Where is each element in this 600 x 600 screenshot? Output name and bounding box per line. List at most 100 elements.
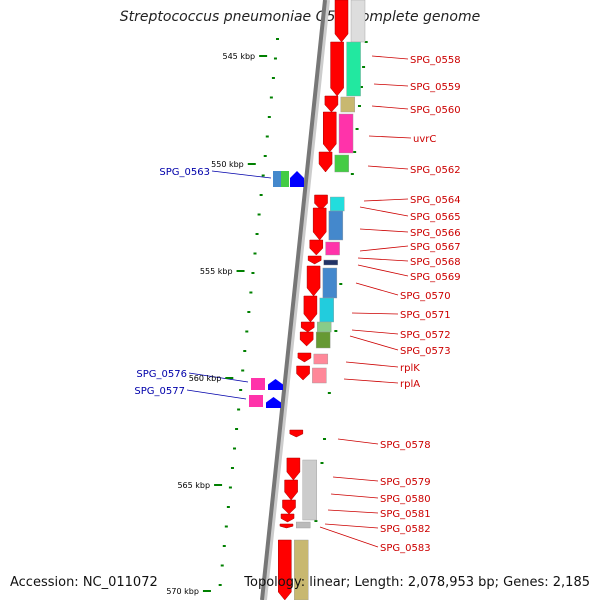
gene-domain-bar — [273, 171, 281, 187]
scale-tick — [202, 590, 211, 592]
gene-domain-bar — [249, 395, 263, 407]
gene-domain-bar — [346, 41, 361, 97]
gene-label-spg_0564[interactable]: SPG_0564 — [410, 195, 461, 206]
gene-label-spg_0560[interactable]: SPG_0560 — [410, 105, 461, 116]
scale-dot — [353, 151, 357, 153]
gene-label-spg_0583[interactable]: SPG_0583 — [380, 543, 431, 554]
gene-arrow-forward — [289, 429, 304, 438]
gene-label-spg_0576[interactable]: SPG_0576 — [136, 369, 187, 380]
gene-arrow-forward — [280, 513, 295, 523]
scale-dot — [226, 506, 230, 508]
gene-domain-bar — [328, 210, 344, 241]
scale-dot — [350, 173, 354, 175]
gene-domain-bar — [325, 241, 340, 256]
gene-leader-line — [357, 257, 409, 262]
gene-arrow-reverse — [266, 397, 281, 408]
gene-label-spg_0563[interactable]: SPG_0563 — [159, 167, 210, 178]
backbone-shadow — [263, 0, 330, 600]
scale-dot — [362, 66, 366, 68]
gene-domain-bar — [338, 113, 354, 154]
scale-dot — [364, 41, 368, 43]
scale-dot — [228, 486, 232, 489]
gene-label-spg_0565[interactable]: SPG_0565 — [410, 212, 461, 223]
gene-arrow-forward — [299, 331, 314, 347]
gene-arrow-forward — [318, 151, 333, 173]
gene-label-spg_0578[interactable]: SPG_0578 — [380, 440, 431, 451]
scale-tick — [259, 55, 268, 57]
gene-label-rplk[interactable]: rplK — [400, 363, 420, 374]
scale-dot — [247, 311, 251, 313]
scale-dot — [334, 330, 338, 332]
scale-dot — [261, 174, 265, 177]
gene-label-spg_0571[interactable]: SPG_0571 — [400, 310, 451, 321]
scale-dot — [222, 545, 226, 547]
scale-tick-label: 550 kbp — [211, 160, 244, 169]
gene-domain-bar — [322, 267, 338, 299]
scale-dot — [269, 96, 273, 99]
gene-domain-bar — [340, 96, 356, 113]
gene-arrow-forward — [309, 239, 324, 256]
gene-label-spg_0572[interactable]: SPG_0572 — [400, 330, 451, 341]
gene-leader-line — [368, 135, 412, 139]
gene-leader-line — [337, 438, 379, 445]
scale-dot — [265, 135, 269, 138]
gene-label-spg_0582[interactable]: SPG_0582 — [380, 524, 431, 535]
gene-arrow-forward — [296, 365, 310, 381]
gene-label-spg_0577[interactable]: SPG_0577 — [134, 386, 185, 397]
gene-domain-bar — [251, 378, 265, 390]
scale-dot — [339, 283, 343, 285]
gene-label-spg_0569[interactable]: SPG_0569 — [410, 272, 461, 283]
gene-label-spg_0567[interactable]: SPG_0567 — [410, 242, 461, 253]
gene-arrow-reverse — [290, 171, 304, 187]
gene-label-spg_0559[interactable]: SPG_0559 — [410, 82, 461, 93]
scale-dot — [237, 408, 241, 411]
gene-arrow-forward — [278, 539, 292, 600]
gene-leader-line — [345, 361, 399, 368]
gene-leader-line — [319, 526, 379, 548]
gene-leader-line — [349, 335, 399, 351]
gene-leader-line — [211, 170, 272, 179]
gene-label-rpla[interactable]: rplA — [400, 379, 420, 390]
scale-tick-label: 545 kbp — [223, 52, 256, 61]
gene-domain-bar — [323, 259, 338, 266]
gene-leader-line — [357, 264, 409, 277]
scale-dot — [323, 438, 327, 440]
gene-label-spg_0573[interactable]: SPG_0573 — [400, 346, 451, 357]
gene-arrow-forward — [324, 95, 339, 113]
scale-tick-label: 560 kbp — [189, 374, 222, 383]
scale-tick-label: 570 kbp — [166, 587, 199, 596]
gene-domain-bar — [316, 321, 332, 333]
gene-label-uvrc[interactable]: uvrC — [413, 134, 436, 145]
gene-label-spg_0566[interactable]: SPG_0566 — [410, 228, 461, 239]
gene-arrow-forward — [334, 0, 349, 43]
scale-tick — [236, 270, 245, 272]
scale-dot — [253, 252, 257, 255]
topology-text: Topology: linear; Length: 2,078,953 bp; … — [244, 575, 590, 590]
gene-arrow-forward — [300, 321, 315, 333]
gene-label-spg_0562[interactable]: SPG_0562 — [410, 165, 461, 176]
gene-label-spg_0558[interactable]: SPG_0558 — [410, 55, 461, 66]
gene-leader-line — [359, 206, 409, 217]
gene-label-spg_0570[interactable]: SPG_0570 — [400, 291, 451, 302]
gene-label-spg_0568[interactable]: SPG_0568 — [410, 257, 461, 268]
gene-arrow-forward — [314, 194, 328, 211]
gene-arrow-forward — [284, 479, 298, 501]
gene-leader-line — [371, 55, 409, 60]
scale-dot — [271, 77, 275, 79]
gene-label-spg_0579[interactable]: SPG_0579 — [380, 477, 431, 488]
scale-dot — [249, 291, 253, 294]
scale-dot — [314, 520, 318, 522]
gene-domain-bar — [334, 154, 349, 173]
gene-label-spg_0580[interactable]: SPG_0580 — [380, 494, 431, 505]
gene-label-spg_0581[interactable]: SPG_0581 — [380, 509, 431, 520]
gene-leader-line — [351, 312, 399, 315]
gene-arrow-forward — [312, 207, 327, 241]
gene-arrow-forward — [307, 255, 322, 265]
gene-domain-bar — [330, 196, 345, 212]
scale-dot — [257, 213, 261, 216]
gene-leader-line — [343, 378, 399, 384]
gene-arrow-forward — [282, 499, 296, 515]
scale-dot — [267, 116, 271, 118]
scale-dot — [355, 128, 359, 130]
scale-dot — [218, 584, 222, 586]
